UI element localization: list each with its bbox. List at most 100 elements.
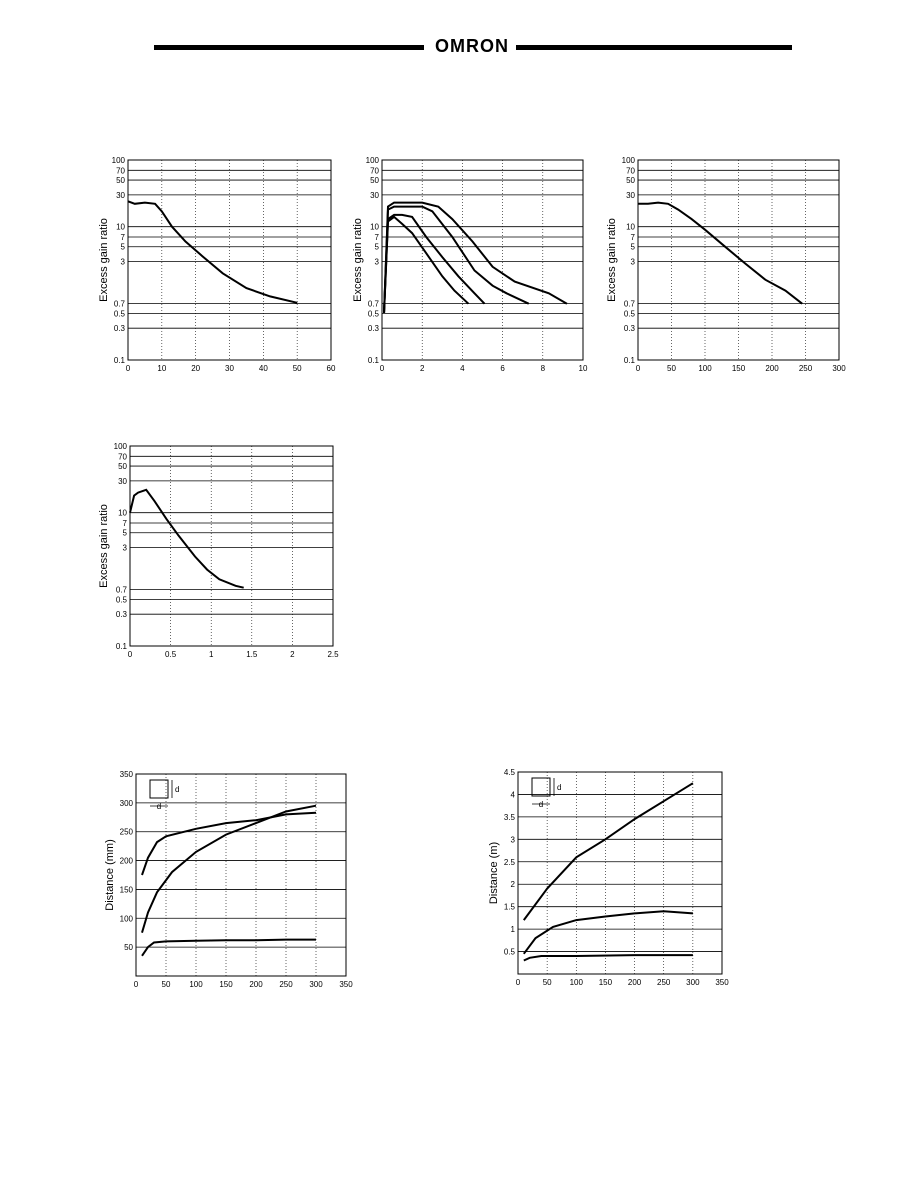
x-tick-label: 150: [599, 978, 613, 987]
y-tick-label: 70: [116, 166, 125, 175]
dimension-label-d: d: [175, 785, 179, 794]
y-tick-label: 0.3: [368, 324, 380, 333]
x-tick-label: 40: [259, 364, 268, 373]
x-tick-label: 100: [698, 364, 712, 373]
y-tick-label: 0.5: [504, 948, 516, 957]
x-tick-label: 100: [570, 978, 584, 987]
y-tick-label: 50: [116, 176, 125, 185]
y-tick-label: 100: [114, 442, 128, 451]
y-tick-label: 0.1: [114, 356, 126, 365]
x-tick-label: 20: [191, 364, 200, 373]
x-tick-label: 0.5: [165, 650, 177, 659]
y-tick-label: 200: [120, 857, 134, 866]
plot-frame: [127, 159, 332, 361]
x-tick-label: 8: [541, 364, 546, 373]
y-tick-label: 4: [511, 790, 516, 799]
x-tick-label: 2: [290, 650, 295, 659]
x-tick-label: 50: [293, 364, 302, 373]
y-tick-label: 150: [120, 885, 134, 894]
y-tick-label: 10: [118, 509, 127, 518]
chart-distance-m: 4.5 4 3.5 3 2.5 2 1.5 1 0.5 0 50 100 150 200 250 300 350…: [488, 768, 729, 987]
y-tick-label: 5: [121, 243, 126, 252]
x-tick-label: 350: [715, 978, 729, 987]
x-tick-label: 350: [339, 980, 353, 989]
y-tick-label: 0.5: [368, 309, 380, 318]
y-tick-label: 0.3: [624, 324, 636, 333]
y-axis-label: Excess gain ratio: [98, 504, 110, 588]
y-tick-label: 100: [366, 156, 380, 165]
series-line-3: [383, 205, 530, 314]
y-tick-label: 100: [112, 156, 126, 165]
dimension-label-d: d: [539, 800, 543, 809]
x-tick-label: 150: [732, 364, 746, 373]
y-tick-label: 3: [121, 258, 126, 267]
series-line-1: [127, 200, 298, 304]
x-tick-label: 100: [189, 980, 203, 989]
dimension-label-d: d: [157, 802, 161, 811]
y-tick-label: 10: [626, 223, 635, 232]
x-tick-label: 30: [225, 364, 234, 373]
series-line-1: [383, 215, 470, 314]
x-tick-label: 50: [667, 364, 676, 373]
y-tick-label: 50: [370, 176, 379, 185]
series-line-3: [523, 954, 693, 962]
x-tick-label: 300: [832, 364, 846, 373]
y-tick-label: 5: [375, 243, 380, 252]
x-tick-label: 2.5: [327, 650, 339, 659]
y-tick-label: 30: [116, 191, 125, 200]
object-square-icon: [531, 777, 551, 797]
y-tick-label: 10: [116, 223, 125, 232]
x-tick-label: 6: [500, 364, 505, 373]
y-tick-label: 2: [511, 880, 516, 889]
y-tick-label: 3: [375, 258, 380, 267]
plot-frame: [135, 773, 347, 977]
series-line-1: [638, 201, 803, 305]
chart-distance-mm: 350 300 250 200 150 100 50 0 50 100 150 200 250 300 35…: [104, 770, 353, 989]
y-tick-label: 5: [123, 529, 128, 538]
x-tick-label: 300: [309, 980, 323, 989]
y-tick-label: 7: [121, 233, 126, 242]
y-tick-label: 3: [511, 835, 516, 844]
x-tick-label: 150: [219, 980, 233, 989]
y-tick-label: 0.7: [368, 300, 380, 309]
y-tick-label: 2.5: [504, 858, 516, 867]
x-tick-label: 10: [157, 364, 166, 373]
plot-frame: [129, 445, 334, 647]
x-tick-label: 1: [209, 650, 214, 659]
series-line-2: [141, 804, 317, 933]
object-square-icon: [149, 779, 169, 799]
dimension-label-d: d: [557, 783, 561, 792]
y-tick-label: 3.5: [504, 813, 516, 822]
y-tick-label: 0.1: [116, 642, 128, 651]
y-tick-label: 1: [511, 925, 516, 934]
series-line-1: [141, 811, 317, 876]
y-tick-label: 0.3: [114, 324, 126, 333]
y-tick-label: 0.7: [116, 586, 128, 595]
y-tick-label: 100: [120, 914, 134, 923]
plot-frame: [517, 771, 723, 975]
x-tick-label: 60: [327, 364, 336, 373]
header-rule-left: [154, 45, 424, 50]
x-tick-label: 200: [765, 364, 779, 373]
y-tick-label: 10: [370, 223, 379, 232]
x-tick-label: 1.5: [246, 650, 258, 659]
y-tick-label: 30: [626, 191, 635, 200]
y-axis-label: Excess gain ratio: [352, 218, 364, 302]
x-tick-label: 200: [628, 978, 642, 987]
y-tick-label: 0.1: [368, 356, 380, 365]
y-tick-label: 30: [370, 191, 379, 200]
series-line-1: [522, 782, 694, 921]
y-tick-label: 1.5: [504, 903, 516, 912]
x-tick-label: 250: [279, 980, 293, 989]
y-tick-label: 0.5: [114, 309, 126, 318]
header-rule-right: [516, 45, 792, 50]
x-tick-label: 4: [460, 364, 465, 373]
y-tick-label: 0.5: [116, 595, 128, 604]
y-tick-label: 0.3: [116, 610, 128, 619]
plot-frame: [637, 159, 840, 361]
y-axis-label: Excess gain ratio: [98, 218, 110, 302]
x-tick-label: 10: [579, 364, 588, 373]
series-line-3: [141, 938, 316, 957]
